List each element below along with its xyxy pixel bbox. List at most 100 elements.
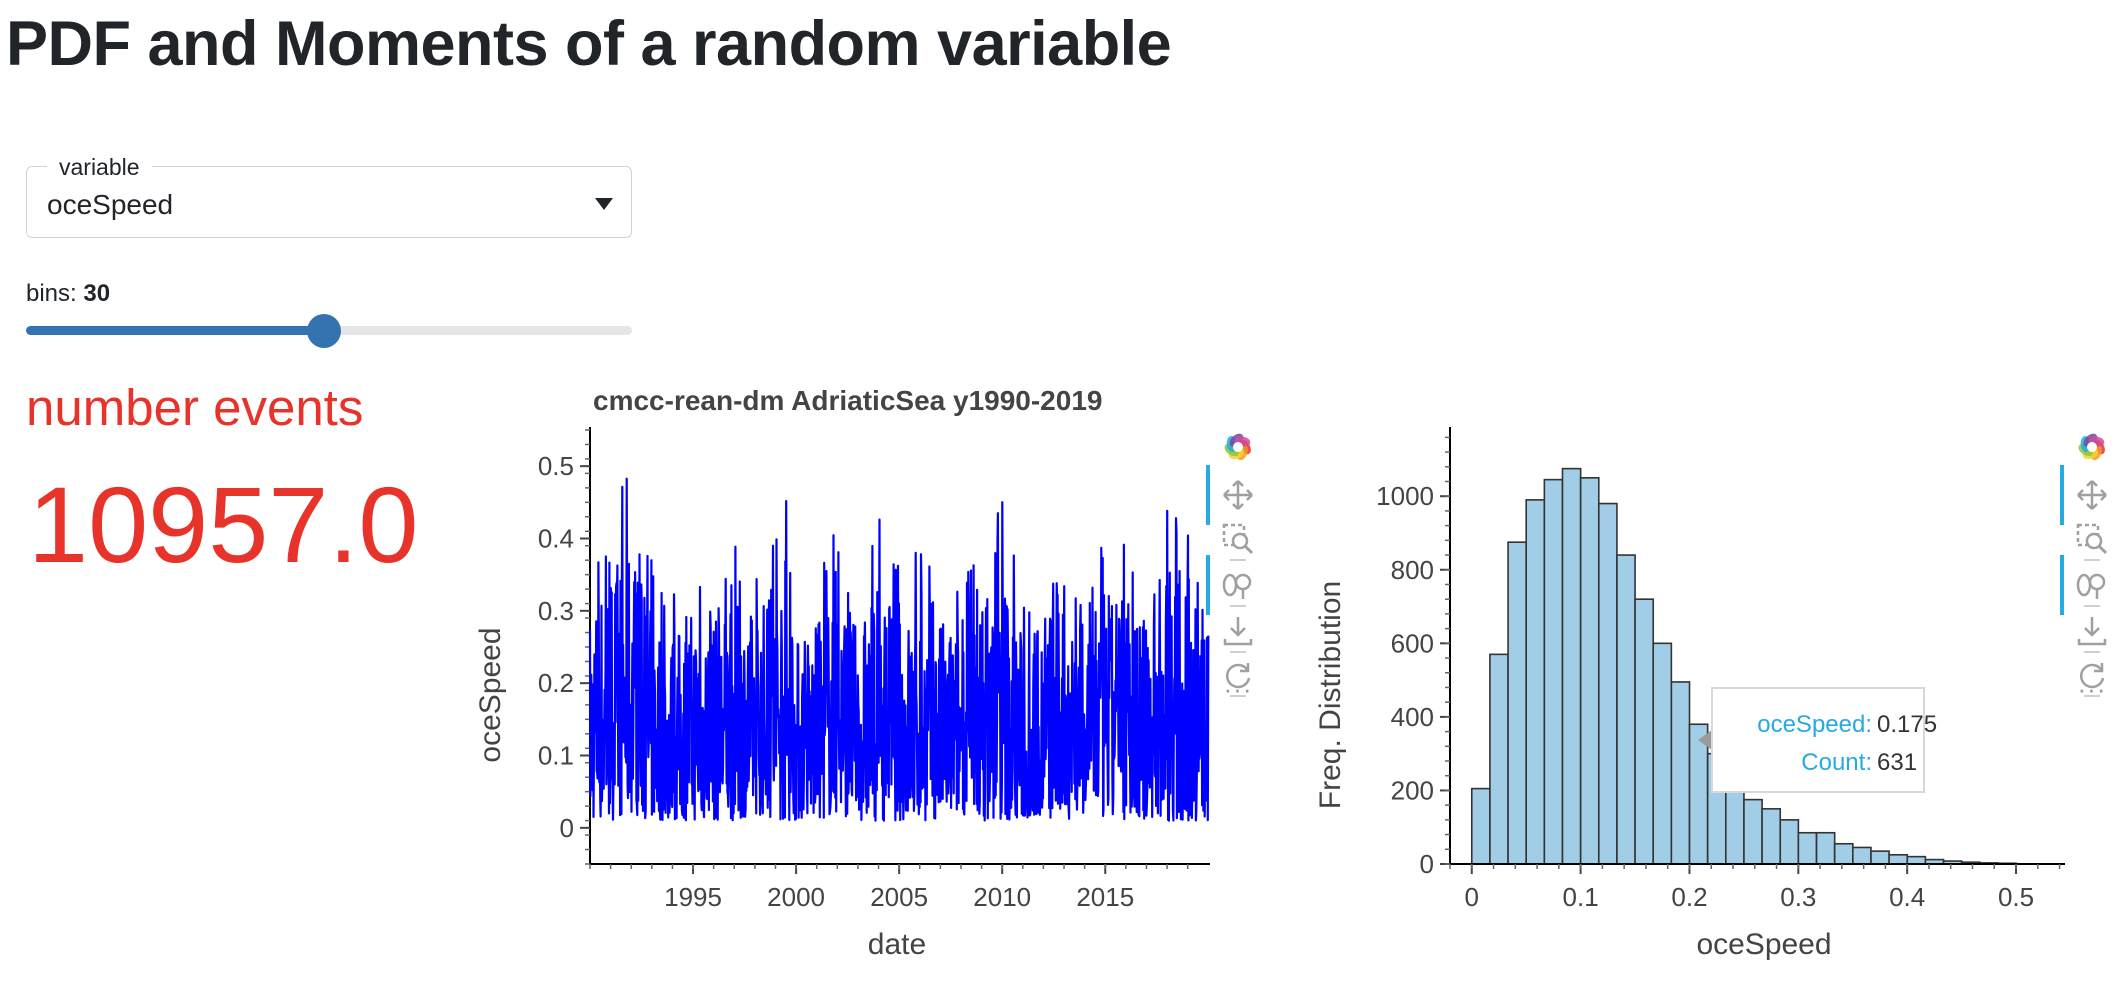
bokeh-logo-tool [1216, 425, 1260, 469]
y-tick-label: 0.3 [538, 596, 574, 626]
histogram-bar[interactable] [1906, 855, 1927, 865]
events-value: 10957.0 [28, 464, 419, 585]
tooltip-y-value: 631 [1877, 749, 1917, 776]
histogram-bar[interactable] [1561, 467, 1582, 865]
bokeh-logo-tool [2070, 425, 2114, 469]
wheel-zoom-icon [2076, 573, 2106, 599]
y-tick-label: 0 [560, 813, 574, 843]
y-tick-label: 400 [1391, 702, 1434, 732]
y-tick-label: 0.1 [538, 741, 574, 771]
active-tool-marker [1206, 555, 1210, 615]
hover-tooltip: oceSpeed: 0.175 Count: 631 [1698, 687, 1937, 793]
plot-area[interactable]: 0 200 400 600 800 1000 0 0.1 0.2 0.3 0.4 0.5 [1376, 427, 2065, 912]
reset-icon [1225, 663, 1251, 689]
histogram-bar[interactable] [1579, 477, 1600, 865]
chart-title: cmcc-rean-dm AdriaticSea y1990-2019 [593, 385, 1102, 416]
histogram-bar[interactable] [1761, 808, 1782, 865]
toolbar-separator [2084, 559, 2100, 561]
histogram-bar[interactable] [1525, 499, 1546, 865]
histogram-bar[interactable] [1597, 502, 1618, 865]
bins-slider-fill [26, 326, 324, 335]
reset-tool[interactable] [1216, 653, 1260, 697]
toolbar-separator [1230, 605, 1246, 607]
more-icon[interactable]: ··· [1223, 674, 1253, 704]
histogram-bar[interactable] [1543, 478, 1564, 865]
x-tick-label: 0.2 [1671, 882, 1707, 912]
save-icon [1223, 617, 1253, 646]
tooltip-box [1711, 687, 1925, 793]
x-tick-label: 2015 [1076, 882, 1134, 912]
toolbar-separator [1230, 695, 1246, 697]
toolbar-separator [2084, 651, 2100, 653]
x-tick-label: 0.3 [1780, 882, 1816, 912]
caret-down-icon[interactable] [595, 198, 613, 210]
histogram-bar[interactable] [1852, 846, 1872, 865]
box-zoom-icon [1222, 523, 1254, 555]
toolbar-separator [1230, 651, 1246, 653]
pan-tool[interactable] [2070, 473, 2114, 517]
x-tick-label: 2000 [767, 882, 825, 912]
histogram-bar[interactable] [1634, 598, 1655, 865]
more-icon[interactable]: ··· [2077, 674, 2107, 704]
wheel-zoom-tool[interactable] [1216, 563, 1260, 607]
histogram-bar[interactable] [1833, 842, 1854, 865]
x-axis-label: oceSpeed [1696, 928, 1831, 961]
variable-select[interactable]: variable oceSpeed [26, 154, 632, 238]
wheel-zoom-tool[interactable] [2070, 563, 2114, 607]
reset-icon [2079, 663, 2105, 689]
bokeh-logo-icon [1224, 433, 1251, 461]
series-line [588, 477, 1210, 822]
box-zoom-icon [2076, 523, 2108, 555]
histogram-bar[interactable] [1670, 681, 1691, 865]
pan-tool[interactable] [1216, 473, 1260, 517]
variable-select-value[interactable]: oceSpeed [47, 189, 174, 220]
histogram-bar[interactable] [1507, 541, 1528, 865]
y-axis-label: Freq. Distribution [1314, 581, 1347, 809]
plot-area[interactable]: 0 0.1 0.2 0.3 0.4 0.5 1995 2000 2005 2010 2015 [538, 427, 1210, 912]
histogram-bar[interactable] [1743, 798, 1763, 865]
tooltip-x-value: 0.175 [1877, 711, 1937, 738]
box-zoom-tool[interactable] [1216, 517, 1260, 561]
x-axis-label: date [868, 928, 926, 961]
x-tick-label: 2010 [973, 882, 1031, 912]
y-tick-label: 800 [1391, 555, 1434, 585]
histogram-bar[interactable] [1797, 831, 1818, 865]
pan-icon [2077, 480, 2107, 510]
reset-tool[interactable] [2070, 653, 2114, 697]
histogram-bar[interactable] [1489, 653, 1509, 865]
histogram-chart[interactable]: 0 200 400 600 800 1000 0 0.1 0.2 0.3 0.4 0.5 oceSpe… [1300, 370, 2080, 986]
y-tick-label: 0.4 [538, 524, 574, 554]
y-tick-label: 0.5 [538, 451, 574, 481]
bins-slider-handle[interactable] [306, 314, 341, 348]
chart-toolbar: ··· [2060, 425, 2114, 825]
save-tool[interactable] [1216, 609, 1260, 653]
y-tick-label: 0 [1420, 849, 1434, 879]
active-tool-marker [1206, 465, 1210, 525]
histogram-bar[interactable] [1616, 554, 1636, 865]
bins-value: 30 [83, 280, 111, 307]
x-tick-label: 0.1 [1563, 882, 1599, 912]
y-tick-label: 200 [1391, 775, 1434, 805]
y-tick-label: 1000 [1376, 481, 1434, 511]
wheel-zoom-icon [1222, 573, 1252, 599]
events-label: number events [26, 379, 364, 436]
histogram-bar[interactable] [1688, 723, 1709, 865]
histogram-bar[interactable] [1652, 642, 1673, 865]
bins-label-text: bins: [26, 280, 77, 307]
box-zoom-tool[interactable] [2070, 517, 2114, 561]
histogram-bar[interactable] [1888, 854, 1909, 865]
bins-slider-label: bins: 30 [26, 280, 110, 308]
histogram-bar[interactable] [1779, 819, 1800, 865]
save-tool[interactable] [2070, 609, 2114, 653]
active-tool-marker [2060, 555, 2064, 615]
x-tick-label: 0.4 [1889, 882, 1925, 912]
save-icon [2077, 617, 2107, 646]
bins-slider[interactable] [26, 314, 632, 348]
histogram-bar[interactable] [1870, 850, 1890, 865]
histogram-bar[interactable] [1815, 831, 1836, 865]
timeseries-chart[interactable]: cmcc-rean-dm AdriaticSea y1990-2019 0 0.1… [440, 370, 1220, 986]
tooltip-pointer [1698, 730, 1712, 750]
bokeh-logo-icon [2078, 433, 2105, 461]
histogram-bar[interactable] [1470, 787, 1491, 865]
toolbar-separator [2084, 695, 2100, 697]
